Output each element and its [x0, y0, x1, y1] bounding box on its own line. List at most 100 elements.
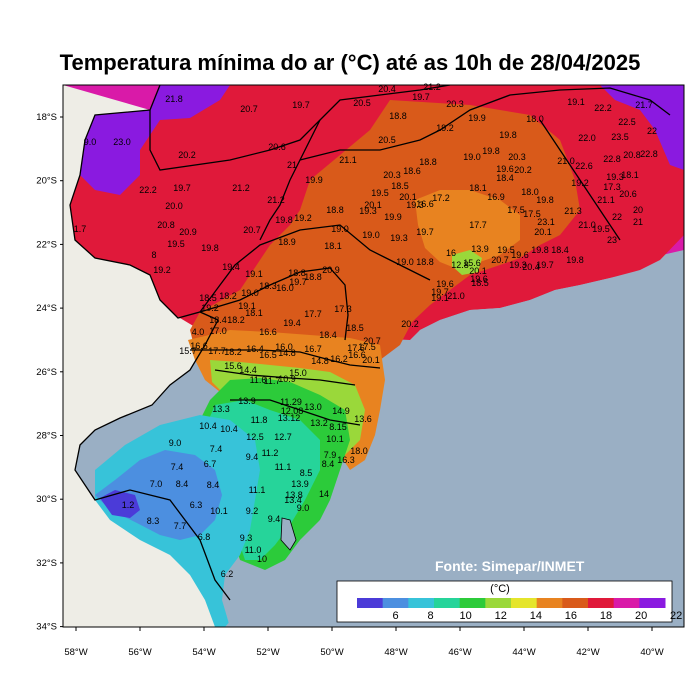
station-value: 13.9	[471, 244, 489, 254]
station-value: 18.4	[209, 315, 227, 325]
station-value: 13.6	[354, 414, 372, 424]
station-value: 19.2	[571, 178, 589, 188]
station-value: 21.0	[447, 291, 465, 301]
station-value: 12.5	[246, 432, 264, 442]
station-value: 19.8	[499, 130, 517, 140]
station-value: 16.0	[275, 342, 293, 352]
station-value: 11.6	[250, 375, 267, 385]
station-value: 8	[151, 250, 156, 260]
station-value: 19.2	[436, 123, 454, 133]
station-value: 17.5	[358, 342, 376, 352]
station-value: 9.4	[268, 514, 281, 524]
station-value: 20.2	[514, 165, 532, 175]
station-value: 20.1	[534, 227, 552, 237]
station-value: 19.7	[431, 287, 449, 297]
station-value: 10	[257, 554, 267, 564]
station-value: 16.6	[259, 327, 277, 337]
station-value: 9.3	[240, 533, 253, 543]
station-value: 20.4	[378, 84, 396, 94]
station-value: 11.1	[275, 462, 292, 472]
lat-tick-label: 20°S	[36, 176, 57, 187]
station-value: 19.1	[238, 301, 256, 311]
station-value: 20.2	[178, 150, 196, 160]
station-value: 16.7	[304, 344, 322, 354]
colorbar-swatch	[562, 598, 589, 608]
station-value: 20.5	[378, 135, 396, 145]
station-value: 19.3	[359, 206, 377, 216]
colorbar-swatch	[434, 598, 461, 608]
station-value: 15.0	[289, 368, 307, 378]
station-value: 20.9	[322, 265, 340, 275]
station-value: 4.0	[192, 327, 205, 337]
station-value: 20.1	[399, 192, 417, 202]
lat-tick-label: 30°S	[36, 494, 57, 505]
colorbar-unit: (°C)	[490, 583, 510, 595]
colorbar-swatch	[408, 598, 435, 608]
station-value: 22.2	[139, 185, 157, 195]
station-value: 18.0	[350, 446, 368, 456]
station-value: 18.4	[319, 330, 337, 340]
station-value: 19.9	[384, 212, 402, 222]
station-value: 19.8	[566, 255, 584, 265]
station-value: 20.5	[353, 98, 371, 108]
colorbar-swatch	[357, 598, 384, 608]
station-value: 19.1	[567, 97, 585, 107]
zone-18-to-20	[190, 100, 580, 368]
station-value: 18.4	[496, 173, 514, 183]
station-value: 19.6	[436, 279, 454, 289]
colorbar-label: 10	[460, 610, 472, 622]
station-value: 21.1	[597, 195, 615, 205]
station-value: 14.8	[311, 356, 329, 366]
colorbar-swatches	[357, 598, 666, 608]
atlantic-ocean	[225, 250, 684, 627]
station-value: 21.7	[635, 100, 653, 110]
station-value: 19.2	[201, 303, 219, 313]
station-value: 17.7	[208, 346, 226, 356]
station-value: 13.12	[278, 413, 301, 423]
station-value: 20.8	[623, 150, 641, 160]
station-value: 13.2	[310, 418, 328, 428]
station-value: 19.4	[222, 262, 240, 272]
station-value: 13.8	[285, 490, 303, 500]
station-value: 17.3	[334, 304, 352, 314]
station-value: 8.4	[207, 480, 220, 490]
station-value: 19.6	[511, 250, 529, 260]
station-value: 14.9	[332, 406, 350, 416]
colorbar-labels: 6 8 10 12 14 16 18 20 22	[392, 610, 682, 622]
station-value: 17.0	[209, 326, 227, 336]
station-value: 7.4	[210, 444, 223, 454]
station-value: 19.7	[412, 92, 430, 102]
station-value: 19.8	[482, 146, 500, 156]
station-value: 22	[612, 212, 622, 222]
station-value: 19.1	[245, 269, 263, 279]
station-value: 19.3	[509, 260, 527, 270]
station-value: 16.3	[337, 455, 355, 465]
station-value: 18.3	[259, 281, 277, 291]
station-value: 21.8	[165, 94, 183, 104]
station-value: 23	[607, 235, 617, 245]
station-value: 20.1	[469, 266, 487, 276]
station-value: 19.0	[396, 257, 414, 267]
station-labels: 21.820.7 19.7 20.520.4 21.219.720.318.8 19.9…	[74, 82, 658, 579]
lat-tick-label: 18°S	[36, 112, 57, 123]
station-value: 16.4	[246, 344, 264, 354]
station-value: 18.1	[469, 183, 487, 193]
lat-tick-label: 28°S	[36, 431, 57, 442]
station-value: 14	[319, 489, 329, 499]
station-value: 23.5	[611, 132, 629, 142]
station-value: 20.1	[364, 200, 382, 210]
station-value: 1.2	[122, 500, 135, 510]
station-value: 20.0	[165, 201, 183, 211]
station-value: 18.8	[419, 157, 437, 167]
station-value: 13.4	[284, 495, 302, 505]
station-value: 19.7	[289, 277, 307, 287]
station-value: 13.9	[238, 396, 256, 406]
station-value: 18.8	[288, 268, 306, 278]
station-value: 15.6	[463, 258, 481, 268]
station-value: 6.8	[198, 532, 211, 542]
station-value: 17.7	[304, 309, 322, 319]
station-value: 21.0	[557, 156, 575, 166]
station-value: 19.8	[536, 195, 554, 205]
zone-16-to-18	[415, 190, 520, 270]
